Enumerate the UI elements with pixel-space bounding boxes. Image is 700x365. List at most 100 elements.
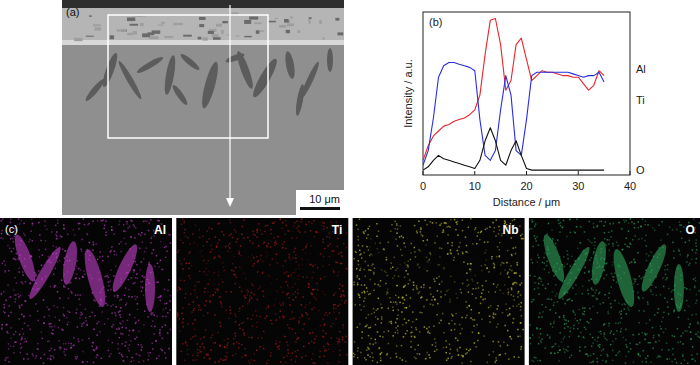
- map-noise: [296, 237, 298, 239]
- map-noise: [402, 359, 404, 361]
- map-noise: [293, 257, 295, 259]
- map-noise: [301, 314, 303, 316]
- map-noise: [119, 328, 121, 330]
- map-noise: [456, 223, 458, 225]
- map-noise: [29, 239, 31, 241]
- element-map: Al: [0, 218, 172, 365]
- map-noise: [80, 249, 82, 251]
- map-noise: [159, 329, 161, 331]
- map-noise: [518, 357, 520, 359]
- map-noise: [136, 273, 138, 275]
- map-noise: [119, 220, 121, 222]
- map-noise: [371, 265, 373, 267]
- map-noise: [241, 323, 243, 325]
- map-noise: [454, 219, 456, 221]
- map-noise: [54, 325, 56, 327]
- map-noise: [108, 350, 110, 352]
- map-noise: [442, 232, 444, 234]
- map-noise: [223, 234, 225, 236]
- map-noise: [218, 361, 220, 363]
- map-noise: [303, 324, 305, 326]
- y-axis-label: Intensity / a.u.: [402, 59, 414, 127]
- map-noise: [123, 361, 125, 363]
- map-noise: [489, 315, 491, 317]
- oxide-texture: [216, 24, 222, 27]
- map-noise: [323, 256, 325, 258]
- map-noise: [381, 316, 383, 318]
- map-noise: [190, 243, 192, 245]
- map-noise: [275, 340, 277, 342]
- map-noise: [341, 255, 343, 257]
- map-noise: [167, 332, 169, 334]
- map-noise: [416, 288, 418, 290]
- map-noise: [219, 257, 221, 259]
- map-noise: [342, 336, 344, 338]
- map-noise: [91, 312, 93, 314]
- map-noise: [248, 301, 250, 303]
- map-noise: [393, 301, 395, 303]
- map-phase: [237, 240, 256, 285]
- oxide-texture: [127, 33, 132, 35]
- map-box: [108, 15, 268, 138]
- map-noise: [512, 305, 514, 307]
- plot-frame: [423, 12, 630, 175]
- map-noise: [134, 282, 136, 284]
- map-noise: [338, 339, 340, 341]
- map-noise: [520, 348, 522, 350]
- map-noise: [120, 251, 122, 253]
- map-noise: [295, 351, 297, 353]
- map-noise: [407, 273, 409, 275]
- map-noise: [113, 233, 115, 235]
- map-noise: [497, 246, 499, 248]
- map-noise: [76, 260, 78, 262]
- map-noise: [80, 294, 82, 296]
- map-noise: [317, 232, 319, 234]
- map-noise: [199, 237, 201, 239]
- map-noise: [343, 327, 345, 329]
- map-noise: [325, 333, 327, 335]
- map-noise: [219, 322, 221, 324]
- map-noise: [131, 277, 133, 279]
- map-noise: [361, 292, 363, 294]
- map-noise: [214, 362, 216, 364]
- map-noise: [96, 243, 98, 245]
- oxide-texture: [158, 24, 164, 25]
- map-noise: [229, 306, 231, 308]
- map-noise: [437, 290, 439, 292]
- map-noise: [360, 253, 362, 255]
- map-noise: [131, 357, 133, 359]
- map-noise: [134, 226, 136, 228]
- map-noise: [451, 320, 453, 322]
- map-noise: [270, 233, 272, 235]
- map-noise: [94, 315, 96, 317]
- map-noise: [215, 292, 217, 294]
- map-noise: [302, 249, 304, 251]
- map-noise: [282, 247, 284, 249]
- map-noise: [238, 253, 240, 255]
- map-noise: [367, 354, 369, 356]
- map-noise: [494, 264, 496, 266]
- map-noise: [176, 290, 178, 292]
- map-noise: [331, 326, 333, 328]
- map-noise: [30, 230, 32, 232]
- map-noise: [124, 238, 126, 240]
- map-noise: [230, 233, 232, 235]
- map-noise: [166, 250, 168, 252]
- map-noise: [68, 288, 70, 290]
- map-noise: [333, 304, 335, 306]
- map-noise: [48, 315, 50, 317]
- map-noise: [475, 346, 477, 348]
- map-noise: [410, 332, 412, 334]
- map-noise: [183, 222, 185, 224]
- map-noise: [215, 236, 217, 238]
- map-noise: [324, 323, 326, 325]
- map-noise: [74, 234, 76, 236]
- map-noise: [16, 282, 18, 284]
- map-noise: [132, 330, 134, 332]
- map-noise: [136, 353, 138, 355]
- map-noise: [140, 261, 142, 263]
- map-noise: [512, 322, 514, 324]
- map-noise: [476, 324, 478, 326]
- map-noise: [328, 232, 330, 234]
- map-noise: [200, 351, 202, 353]
